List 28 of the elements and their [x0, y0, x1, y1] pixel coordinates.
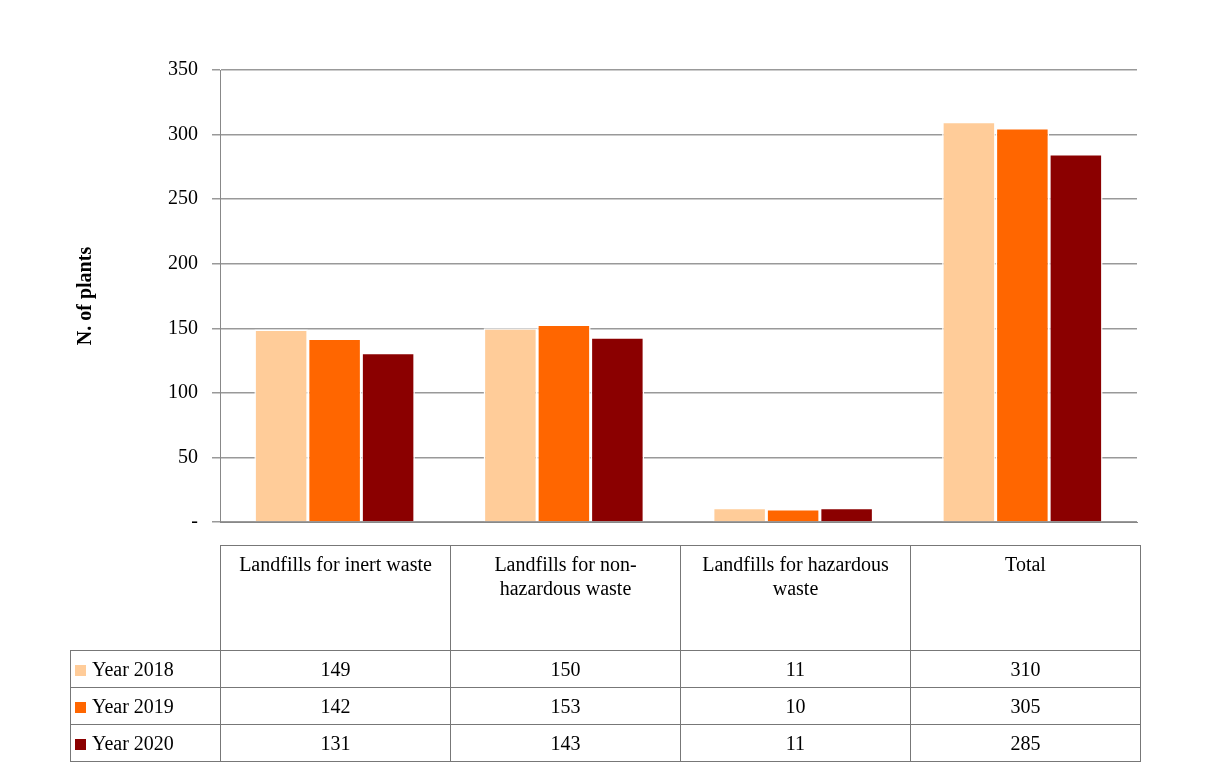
legend-label: Year 2020 — [70, 724, 221, 762]
data-label: 11 — [680, 724, 911, 762]
legend-label: Year 2019 — [70, 687, 221, 725]
y-tick-label: 50 — [178, 444, 198, 467]
x-tick-label: Landfills for inert waste — [220, 545, 451, 651]
y-tick-label: 150 — [168, 315, 198, 338]
y-tick-label: 200 — [168, 250, 198, 273]
data-label: 149 — [220, 650, 451, 688]
data-label: 150 — [450, 650, 681, 688]
data-label: 143 — [450, 724, 681, 762]
y-tick-label: 350 — [168, 57, 198, 80]
y-tick-label: 100 — [168, 380, 198, 403]
x-tick-label: Landfills for hazardous waste — [680, 545, 911, 651]
data-label: 285 — [910, 724, 1141, 762]
x-tick-label: Landfills for non-hazardous waste — [450, 545, 681, 651]
data-label: 310 — [910, 650, 1141, 688]
data-label: 10 — [680, 687, 911, 725]
x-tick-label: Total — [910, 545, 1141, 651]
data-label: 305 — [910, 687, 1141, 725]
y-tick-label: 250 — [168, 186, 198, 209]
legend-label: Year 2018 — [70, 650, 221, 688]
y-axis-title: N. of plants — [73, 246, 97, 346]
data-label: 131 — [220, 724, 451, 762]
data-label: 153 — [450, 687, 681, 725]
data-label: 142 — [220, 687, 451, 725]
data-label: 11 — [680, 650, 911, 688]
y-tick-label: 300 — [168, 121, 198, 144]
y-tick-label: - — [191, 509, 198, 532]
